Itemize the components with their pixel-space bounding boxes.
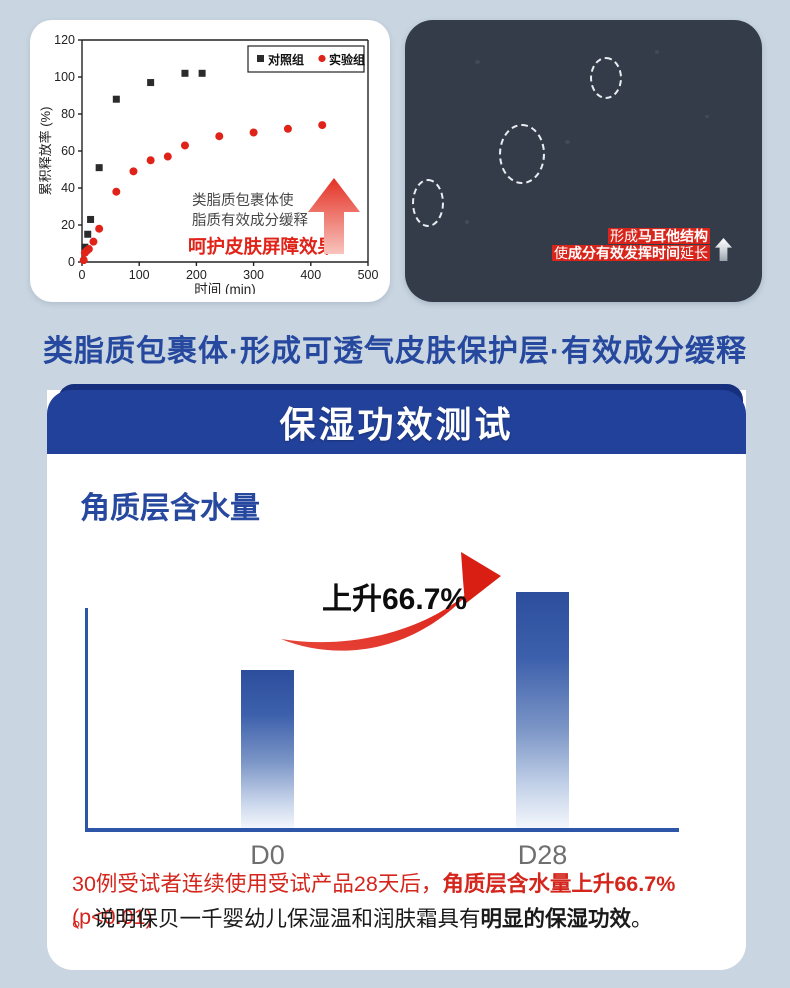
bar-chart-y-axis <box>85 608 88 828</box>
card-title: 保湿功效测试 <box>279 404 514 445</box>
speck <box>475 60 480 64</box>
speck <box>705 115 709 118</box>
microscopy-caption: 形成马耳他结构 使成分有效发挥时间延长 <box>552 228 710 262</box>
svg-text:400: 400 <box>300 268 321 282</box>
svg-text:呵护皮肤屏障效果: 呵护皮肤屏障效果 <box>188 236 337 257</box>
water-content-bar-chart: 上升66.7% D0 D28 <box>85 552 679 870</box>
microscopy-caption-line2: 使成分有效发挥时间延长 <box>552 245 710 261</box>
microscopy-caption-line1: 形成马耳他结构 <box>608 228 710 244</box>
footnote-statistics-text: 30例受试者连续使用受试产品28天后， <box>72 872 443 896</box>
footnote-statistics-bold: 角质层含水量上升66.7% <box>442 872 676 896</box>
svg-text:120: 120 <box>54 33 75 47</box>
footnote-conclusion-text: 说明保贝一千婴幼儿保湿温和润肤霜具有 <box>93 907 481 931</box>
bar-D0 <box>241 670 294 828</box>
footnote-pvalue: (p<0.01) <box>72 905 153 929</box>
svg-text:500: 500 <box>358 268 379 282</box>
bar-chart-x-axis <box>85 828 679 832</box>
moisture-test-card: 保湿功效测试 角质层含水量 上升66.7% D0 D28 30例受试者连续使用受试… <box>47 384 746 970</box>
svg-text:300: 300 <box>243 268 264 282</box>
svg-text:40: 40 <box>61 181 75 195</box>
svg-text:80: 80 <box>61 107 75 121</box>
dashed-ellipse <box>590 57 622 99</box>
svg-text:对照组: 对照组 <box>268 52 304 67</box>
dashed-ellipse <box>412 179 444 227</box>
svg-text:0: 0 <box>68 255 75 269</box>
rise-arrow-icon <box>281 552 501 651</box>
footnote-end-mark: 。 <box>631 907 653 931</box>
svg-text:实验组: 实验组 <box>329 52 365 67</box>
svg-text:0: 0 <box>79 268 86 282</box>
svg-text:20: 20 <box>61 218 75 232</box>
svg-text:60: 60 <box>61 144 75 158</box>
svg-text:200: 200 <box>186 268 207 282</box>
bar-D28 <box>516 592 569 828</box>
svg-text:类脂质包裹体使: 类脂质包裹体使 <box>192 192 294 209</box>
speck <box>655 50 659 54</box>
svg-text:脂质有效成分缓释: 脂质有效成分缓释 <box>192 212 308 229</box>
release-rate-chart-panel: 0 100 200 300 400 500 0 20 40 60 80 100 120 时间 (min) 累… <box>30 20 390 302</box>
card-header: 保湿功效测试 <box>47 390 746 454</box>
speck <box>565 140 570 144</box>
rise-annotation: 上升66.7% <box>322 583 468 616</box>
footnote-conclusion-bold: 明显的保湿功效 <box>480 907 632 931</box>
footnote-period-mark: 。 <box>72 907 94 931</box>
svg-text:累积释放率 (%): 累积释放率 (%) <box>38 107 53 196</box>
svg-text:100: 100 <box>129 268 150 282</box>
up-arrow-icon <box>715 238 732 261</box>
bar-label-D0: D0 <box>250 840 285 870</box>
release-rate-scatter-chart: 0 100 200 300 400 500 0 20 40 60 80 100 120 时间 (min) 累… <box>38 33 379 297</box>
chart-subtitle: 角质层含水量 <box>80 492 260 525</box>
footnote-statistics: 30例受试者连续使用受试产品28天后，角质层含水量上升66.7% (p<0.01) <box>72 868 732 934</box>
microscopy-panel: 形成马耳他结构 使成分有效发挥时间延长 <box>405 20 762 302</box>
svg-text:时间 (min): 时间 (min) <box>194 282 256 294</box>
footnote-conclusion: 。说明保贝一千婴幼儿保湿温和润肤霜具有明显的保湿功效。 <box>72 903 732 936</box>
dashed-ellipse <box>499 124 545 184</box>
speck <box>465 220 469 224</box>
section-caption: 类脂质包裹体·形成可透气皮肤保护层·有效成分缓释 <box>43 335 747 368</box>
svg-text:100: 100 <box>54 70 75 84</box>
bar-label-D28: D28 <box>517 840 568 870</box>
